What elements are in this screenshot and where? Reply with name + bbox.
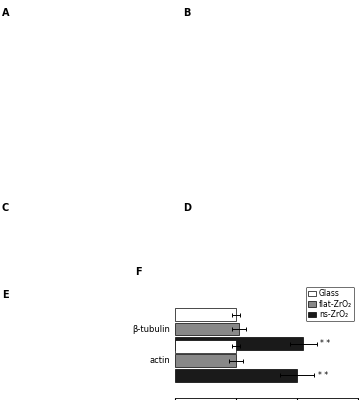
Text: E: E bbox=[2, 290, 9, 300]
Legend: Glass, flat-ZrO₂, ns-ZrO₂: Glass, flat-ZrO₂, ns-ZrO₂ bbox=[306, 287, 354, 322]
Text: F: F bbox=[135, 267, 141, 277]
Text: C: C bbox=[2, 203, 9, 213]
Bar bbox=[175, 340, 236, 352]
Bar bbox=[175, 308, 236, 321]
Text: A: A bbox=[2, 8, 9, 18]
Text: * *: * * bbox=[320, 339, 330, 348]
Text: * *: * * bbox=[318, 371, 328, 380]
Bar bbox=[175, 323, 239, 336]
Text: D: D bbox=[183, 203, 191, 213]
Text: actin: actin bbox=[149, 356, 170, 365]
Bar bbox=[175, 354, 236, 367]
Bar bbox=[175, 369, 297, 382]
Text: β-tubulin: β-tubulin bbox=[132, 325, 170, 334]
Text: B: B bbox=[183, 8, 190, 18]
Bar bbox=[175, 337, 303, 350]
